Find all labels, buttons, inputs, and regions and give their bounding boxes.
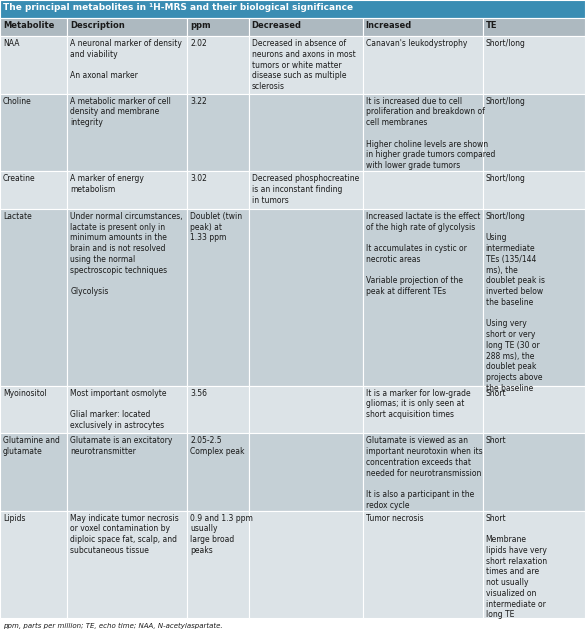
Bar (0, 385, 67, 433)
Bar (187, 511, 249, 618)
Text: Short

Membrane
lipids have very
short relaxation
times and are
not usually
visu: Short Membrane lipids have very short re… (486, 514, 547, 619)
Bar (67, 36, 187, 93)
Bar (67, 209, 187, 385)
Bar (483, 36, 585, 93)
Bar (187, 209, 249, 385)
Bar (0, 433, 67, 511)
Text: 0.9 and 1.3 ppm
usually
large broad
peaks: 0.9 and 1.3 ppm usually large broad peak… (190, 514, 253, 555)
Text: A marker of energy
metabolism: A marker of energy metabolism (70, 174, 144, 194)
Text: It is a marker for low-grade
gliomas; it is only seen at
short acquisition times: It is a marker for low-grade gliomas; it… (366, 389, 470, 419)
Bar (0, 18, 67, 36)
Bar (0, 209, 67, 385)
Text: 2.02: 2.02 (190, 39, 207, 48)
Text: Canavan's leukodystrophy: Canavan's leukodystrophy (366, 39, 467, 48)
Text: Myoinositol: Myoinositol (3, 389, 47, 398)
Bar (483, 511, 585, 618)
Bar (187, 171, 249, 209)
Text: Doublet (twin
peak) at
1.33 ppm: Doublet (twin peak) at 1.33 ppm (190, 212, 242, 242)
Text: Glutamate is viewed as an
important neurotoxin when its
concentration exceeds th: Glutamate is viewed as an important neur… (366, 436, 482, 510)
Bar (249, 209, 363, 385)
Text: Decreased in absence of
neurons and axons in most
tumors or white matter
disease: Decreased in absence of neurons and axon… (252, 39, 355, 91)
Bar (363, 511, 483, 618)
Text: May indicate tumor necrosis
or voxel contamination by
diploic space fat, scalp, : May indicate tumor necrosis or voxel con… (70, 514, 179, 555)
Bar (249, 511, 363, 618)
Text: Description: Description (70, 21, 125, 30)
Bar (0, 93, 67, 171)
Text: Lipids: Lipids (3, 514, 26, 523)
Text: Metabolite: Metabolite (3, 21, 54, 30)
Text: ppm: ppm (190, 21, 211, 30)
Bar (67, 171, 187, 209)
Bar (363, 18, 483, 36)
Bar (249, 385, 363, 433)
Bar (483, 18, 585, 36)
Bar (187, 433, 249, 511)
Text: Decreased: Decreased (252, 21, 302, 30)
Text: Short/long

Using
intermediate
TEs (135/144
ms), the
doublet peak is
inverted be: Short/long Using intermediate TEs (135/1… (486, 212, 545, 393)
Bar (0, 171, 67, 209)
Bar (249, 171, 363, 209)
Text: Decreased phosphocreatine
is an inconstant finding
in tumors: Decreased phosphocreatine is an inconsta… (252, 174, 359, 205)
Text: Short: Short (486, 436, 506, 445)
Bar (483, 385, 585, 433)
Bar (67, 433, 187, 511)
Text: Increased lactate is the effect
of the high rate of glycolysis

It accumulates i: Increased lactate is the effect of the h… (366, 212, 480, 296)
Text: Creatine: Creatine (3, 174, 36, 183)
Text: Under normal circumstances,
lactate is present only in
minimum amounts in the
br: Under normal circumstances, lactate is p… (70, 212, 183, 296)
Bar (483, 209, 585, 385)
Bar (363, 385, 483, 433)
Text: Glutamate is an excitatory
neurotransmitter: Glutamate is an excitatory neurotransmit… (70, 436, 173, 456)
Text: 3.56: 3.56 (190, 389, 207, 398)
Bar (187, 18, 249, 36)
Text: ppm, parts per million; TE, echo time; NAA, N-acetylaspartate.: ppm, parts per million; TE, echo time; N… (3, 623, 223, 629)
Bar (187, 385, 249, 433)
Text: A metabolic marker of cell
density and membrane
integrity: A metabolic marker of cell density and m… (70, 97, 171, 127)
Bar (67, 385, 187, 433)
Text: 3.02: 3.02 (190, 174, 207, 183)
Text: A neuronal marker of density
and viability

An axonal marker: A neuronal marker of density and viabili… (70, 39, 182, 80)
Text: Short: Short (486, 389, 506, 398)
Text: Choline: Choline (3, 97, 32, 106)
Bar (187, 93, 249, 171)
Bar (0, 36, 67, 93)
Bar (0, 0, 585, 18)
Text: It is increased due to cell
proliferation and breakdown of
cell membranes

Highe: It is increased due to cell proliferatio… (366, 97, 495, 170)
Bar (483, 433, 585, 511)
Bar (483, 171, 585, 209)
Bar (363, 171, 483, 209)
Text: Short/long: Short/long (486, 39, 525, 48)
Text: Short/long: Short/long (486, 174, 525, 183)
Bar (363, 36, 483, 93)
Bar (483, 93, 585, 171)
Bar (363, 93, 483, 171)
Bar (67, 511, 187, 618)
Text: Glutamine and
glutamate: Glutamine and glutamate (3, 436, 60, 456)
Bar (363, 209, 483, 385)
Bar (249, 93, 363, 171)
Text: The principal metabolites in ¹H-MRS and their biological significance: The principal metabolites in ¹H-MRS and … (3, 3, 353, 12)
Bar (187, 36, 249, 93)
Text: 3.22: 3.22 (190, 97, 207, 106)
Bar (249, 18, 363, 36)
Bar (0, 511, 67, 618)
Bar (249, 433, 363, 511)
Text: Increased: Increased (366, 21, 412, 30)
Bar (249, 36, 363, 93)
Text: NAA: NAA (3, 39, 19, 48)
Text: Tumor necrosis: Tumor necrosis (366, 514, 424, 523)
Text: Most important osmolyte

Glial marker: located
exclusively in astrocytes: Most important osmolyte Glial marker: lo… (70, 389, 167, 430)
Text: TE: TE (486, 21, 497, 30)
Bar (363, 433, 483, 511)
Text: Lactate: Lactate (3, 212, 32, 221)
Text: 2.05-2.5
Complex peak: 2.05-2.5 Complex peak (190, 436, 245, 456)
Text: Short/long: Short/long (486, 97, 525, 106)
Bar (67, 18, 187, 36)
Bar (67, 93, 187, 171)
